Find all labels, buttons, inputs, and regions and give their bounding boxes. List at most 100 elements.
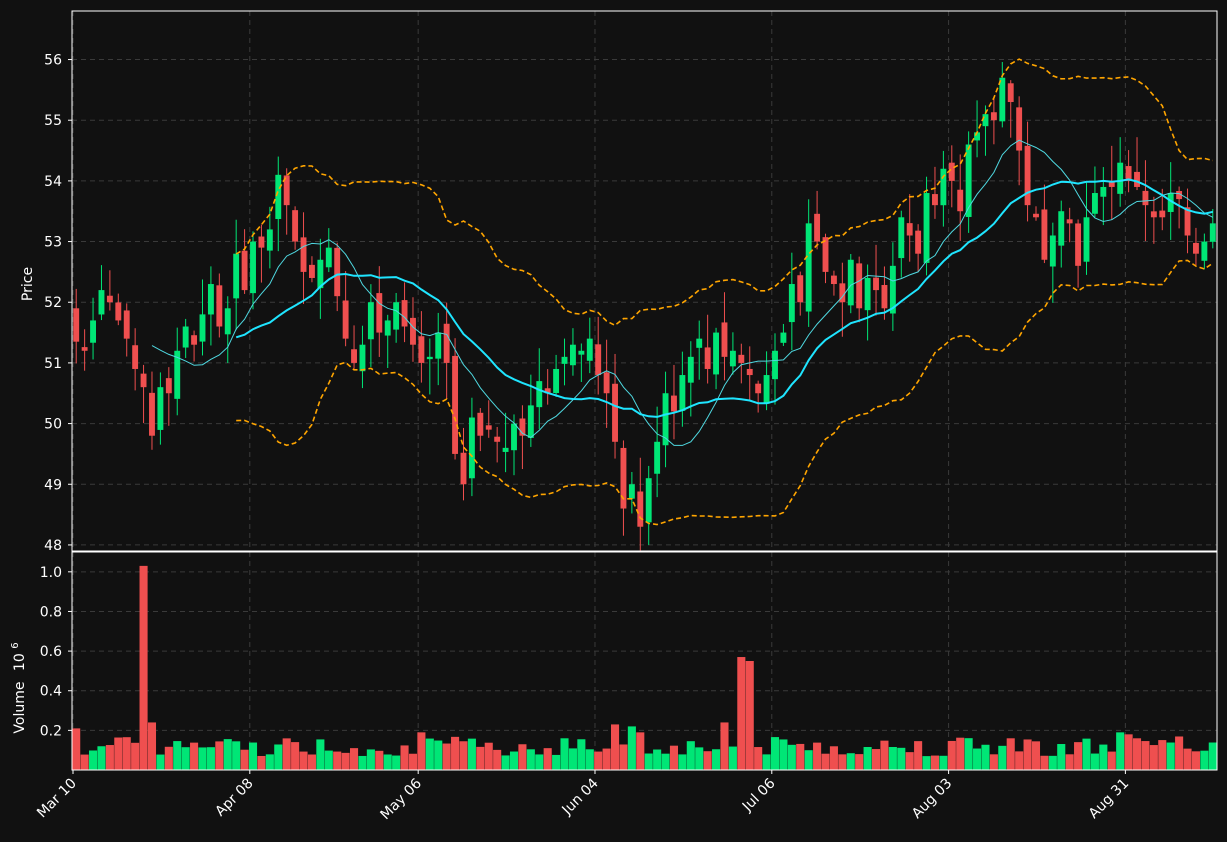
volume-bar: [939, 755, 948, 770]
volume-bar: [897, 747, 906, 770]
volume-bar: [80, 754, 89, 770]
volume-tick-label: 0.2: [40, 723, 62, 739]
candle-body: [906, 223, 913, 236]
candle-body: [367, 302, 374, 340]
candle-body: [207, 284, 214, 315]
volume-bar: [131, 742, 140, 770]
candle-body: [763, 375, 770, 404]
volume-bar: [754, 747, 763, 770]
volume-axis-title-label: Volume: [12, 682, 28, 734]
candle-body: [1209, 223, 1216, 242]
candle-body: [612, 383, 618, 442]
candle-body: [654, 441, 661, 474]
volume-bar: [1048, 755, 1057, 770]
candle-body: [334, 247, 341, 297]
volume-bar: [1175, 736, 1184, 770]
candle-body: [1066, 219, 1073, 224]
volume-bar: [964, 738, 973, 770]
volume-bar: [366, 749, 375, 770]
candle-body: [275, 174, 282, 220]
candle-body: [1041, 209, 1048, 260]
volume-bar: [324, 750, 333, 770]
candle-body: [990, 112, 997, 121]
volume-bar: [265, 754, 274, 770]
candle-body: [704, 347, 711, 369]
volume-bar: [1040, 755, 1049, 770]
candle-body: [300, 237, 307, 272]
candle-body: [123, 310, 130, 339]
candle-body: [258, 236, 265, 248]
volume-bar: [299, 751, 308, 770]
volume-bar: [880, 740, 889, 770]
volume-bar: [552, 754, 561, 770]
volume-bar: [610, 724, 620, 770]
candle-body: [199, 314, 206, 342]
price-tick-label: 51: [44, 356, 62, 372]
volume-bar: [89, 750, 98, 770]
candle-body: [1108, 181, 1115, 187]
candle-body: [898, 217, 905, 259]
volume-bar: [274, 744, 283, 770]
volume-bar: [644, 753, 653, 770]
upper-band-line: [235, 58, 1213, 327]
volume-bar: [291, 742, 300, 770]
candle-body: [1167, 193, 1174, 212]
candle-body: [1125, 166, 1132, 181]
price-tick-label: 53: [44, 235, 62, 251]
volume-bar: [636, 732, 645, 770]
candle-body: [645, 478, 652, 523]
volume-bar: [560, 738, 569, 770]
volume-bar: [787, 744, 796, 770]
candle-body: [1058, 211, 1065, 246]
volume-bar: [922, 756, 931, 770]
candle-body: [1184, 207, 1191, 236]
volume-bar: [316, 739, 325, 770]
volume-bar: [282, 738, 291, 770]
volume-bar: [998, 745, 1007, 770]
candle-body: [174, 350, 181, 399]
volume-bar: [871, 749, 881, 770]
volume-bar: [257, 755, 266, 770]
candle-body: [443, 323, 450, 363]
candle-body: [376, 293, 383, 333]
volume-bar: [695, 747, 704, 770]
volume-axis-title-base: 10: [12, 653, 28, 671]
candle-body: [266, 229, 273, 251]
volume-bar: [114, 737, 123, 770]
volume-bar: [585, 749, 594, 770]
candle-body: [957, 189, 964, 212]
candle-body: [915, 230, 922, 254]
candle-body: [856, 263, 863, 309]
volume-bar: [813, 742, 822, 770]
candle-body: [999, 77, 1006, 122]
volume-tick-label: 0.8: [40, 604, 62, 620]
volume-bar: [122, 737, 131, 770]
volume-panel-frame: [71, 551, 1218, 771]
candle-body: [494, 436, 501, 442]
volume-bar: [156, 754, 165, 770]
candle-body: [1193, 242, 1199, 254]
candle-body: [393, 302, 400, 330]
volume-bar: [349, 748, 359, 770]
candle-body: [1075, 223, 1082, 266]
candle-body: [1201, 241, 1208, 261]
volume-bar: [333, 751, 342, 770]
candle-body: [435, 332, 442, 359]
candle-body: [864, 277, 871, 311]
candle-body: [241, 250, 248, 291]
candle-body: [283, 175, 290, 206]
volume-bar: [653, 749, 662, 770]
volume-bar: [434, 740, 443, 770]
candle-body: [1159, 210, 1166, 218]
candle-body: [671, 395, 677, 412]
volume-bar: [248, 742, 258, 770]
volume-bar: [568, 748, 577, 770]
candle-body: [452, 355, 459, 454]
candle-body: [889, 265, 896, 314]
candle-body: [1049, 235, 1056, 267]
candle-body: [325, 247, 332, 268]
candle-body: [923, 193, 930, 263]
candle-body: [1024, 145, 1031, 206]
price-panel-frame: [71, 10, 1218, 552]
candle-body: [982, 114, 989, 127]
